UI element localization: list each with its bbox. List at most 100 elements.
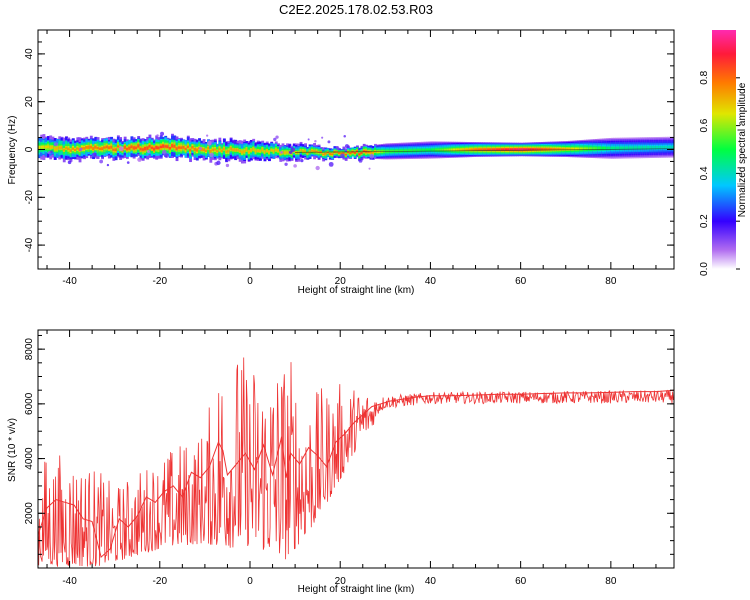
spectrogram-speckle <box>307 138 310 141</box>
spectrogram-cell <box>222 147 226 150</box>
y-tick-label: 6000 <box>24 392 35 415</box>
spectrogram-cell <box>304 150 307 153</box>
spectrogram-cell <box>439 148 443 152</box>
spectrogram-speckle <box>288 150 293 154</box>
spectrogram-cell <box>40 145 44 149</box>
spectrogram-cell <box>531 148 535 151</box>
spectrogram-cell <box>236 148 240 152</box>
spectrogram-cell <box>601 147 605 150</box>
spectrogram-cell <box>349 152 353 154</box>
spectrogram-cell <box>315 150 319 153</box>
spectrogram-speckle <box>293 164 297 168</box>
spectrogram-cell <box>141 148 145 151</box>
spectrogram-cell <box>482 148 486 151</box>
spectrogram-cell <box>498 148 501 151</box>
spectrogram-cell <box>633 146 637 150</box>
spectrogram-cell <box>615 146 619 150</box>
spectrogram-cell <box>595 147 598 150</box>
spectrogram-cell <box>549 148 553 151</box>
x-tick-label: 80 <box>605 576 617 587</box>
spectrogram-cell <box>65 146 68 150</box>
spectrogram-cell <box>60 146 64 150</box>
spectrogram-cell <box>342 152 346 154</box>
spectrogram-cell <box>622 146 625 150</box>
x-tick-label: -40 <box>62 276 77 287</box>
spectrogram-cell <box>669 145 673 149</box>
spectrogram-cell <box>371 151 375 154</box>
spectrogram-cell <box>211 148 215 151</box>
spectrogram-cell <box>177 146 181 149</box>
spectrogram-speckle <box>344 144 349 149</box>
spectrogram-cell <box>624 146 628 150</box>
spectrogram-cell <box>186 145 190 149</box>
spectrogram-cell <box>272 149 276 153</box>
spectrogram-cell <box>563 147 567 151</box>
spectrogram-speckle <box>336 146 340 151</box>
y-tick-label: 20 <box>24 96 35 108</box>
spectrogram-cell <box>56 146 59 150</box>
spectrogram-cell <box>640 146 644 150</box>
spectrogram-cell <box>157 146 161 150</box>
spectrogram-cell <box>398 149 402 153</box>
spectrogram-cell <box>277 149 280 153</box>
spectrogram-cell <box>437 148 441 152</box>
spectrogram-cell <box>168 146 172 150</box>
spectrogram-cell <box>270 148 274 152</box>
spectrogram-cell <box>234 148 238 152</box>
spectrogram-cell <box>486 148 490 151</box>
spectrogram-cell <box>662 145 666 149</box>
spectrogram-cell <box>216 150 220 153</box>
spectrogram-cell <box>184 147 188 151</box>
x-tick-label: 40 <box>425 276 437 287</box>
spectrogram-cell <box>491 148 495 151</box>
spectrogram-cell <box>229 146 233 151</box>
spectrogram-speckle <box>77 137 81 141</box>
spectrogram-cell <box>565 147 569 151</box>
spectrogram-cell <box>464 148 468 151</box>
spectrogram-cell <box>407 149 411 152</box>
spectrogram-cell <box>53 147 57 151</box>
spectrogram-cell <box>202 148 206 152</box>
spectrogram-cell <box>313 150 317 153</box>
spectrogram-cell <box>189 148 192 152</box>
spectrogram-cell <box>401 149 404 153</box>
spectrogram-cell <box>58 146 62 150</box>
spectrogram-speckle <box>368 167 371 170</box>
spectrogram-cell <box>281 151 285 154</box>
spectrogram-cell <box>617 146 621 150</box>
spectrogram-cell <box>599 147 603 150</box>
spectrogram-cell <box>306 152 310 155</box>
spectrogram-cell <box>240 150 244 154</box>
spectrogram-cell <box>561 147 565 151</box>
spectrogram-cell <box>328 152 332 155</box>
spectrogram-cell <box>247 150 251 154</box>
colorbar-tick-label: 0.4 <box>699 166 710 180</box>
spectrogram-cell <box>44 145 48 149</box>
spectrogram-cell <box>583 147 587 150</box>
spectrogram-cell <box>649 146 653 150</box>
spectrogram-cell <box>500 148 504 151</box>
x-tick-label: -40 <box>62 576 77 587</box>
spectrogram-cell <box>171 144 174 148</box>
spectrogram-cell <box>98 147 102 150</box>
spectrogram-cell <box>344 153 348 156</box>
spectrogram-cell <box>540 148 544 151</box>
spectrogram-cell <box>263 150 267 154</box>
spectrogram-cell <box>369 151 373 154</box>
spectrogram-cell <box>558 148 562 151</box>
spectrogram-cell <box>220 149 224 153</box>
spectrogram-cell <box>414 149 418 152</box>
spectrogram-panel: -40 -20 0 20 40 60 80 -40 -20 0 20 40 Height of st… <box>7 29 675 296</box>
spectrogram-cell <box>579 147 583 151</box>
spectrogram-cell <box>504 148 508 151</box>
snr-frame <box>37 329 675 569</box>
spectrogram-cell <box>243 149 247 153</box>
spectrogram-cell <box>507 148 510 151</box>
spectrogram-cell <box>642 146 646 150</box>
x-tick-label: 20 <box>335 276 347 287</box>
spectrogram-cell <box>85 146 89 149</box>
spectrogram-cell <box>646 146 650 150</box>
spectrogram-cell <box>635 146 639 150</box>
spectrogram-cell <box>459 148 463 151</box>
spectrogram-cell <box>116 145 120 148</box>
